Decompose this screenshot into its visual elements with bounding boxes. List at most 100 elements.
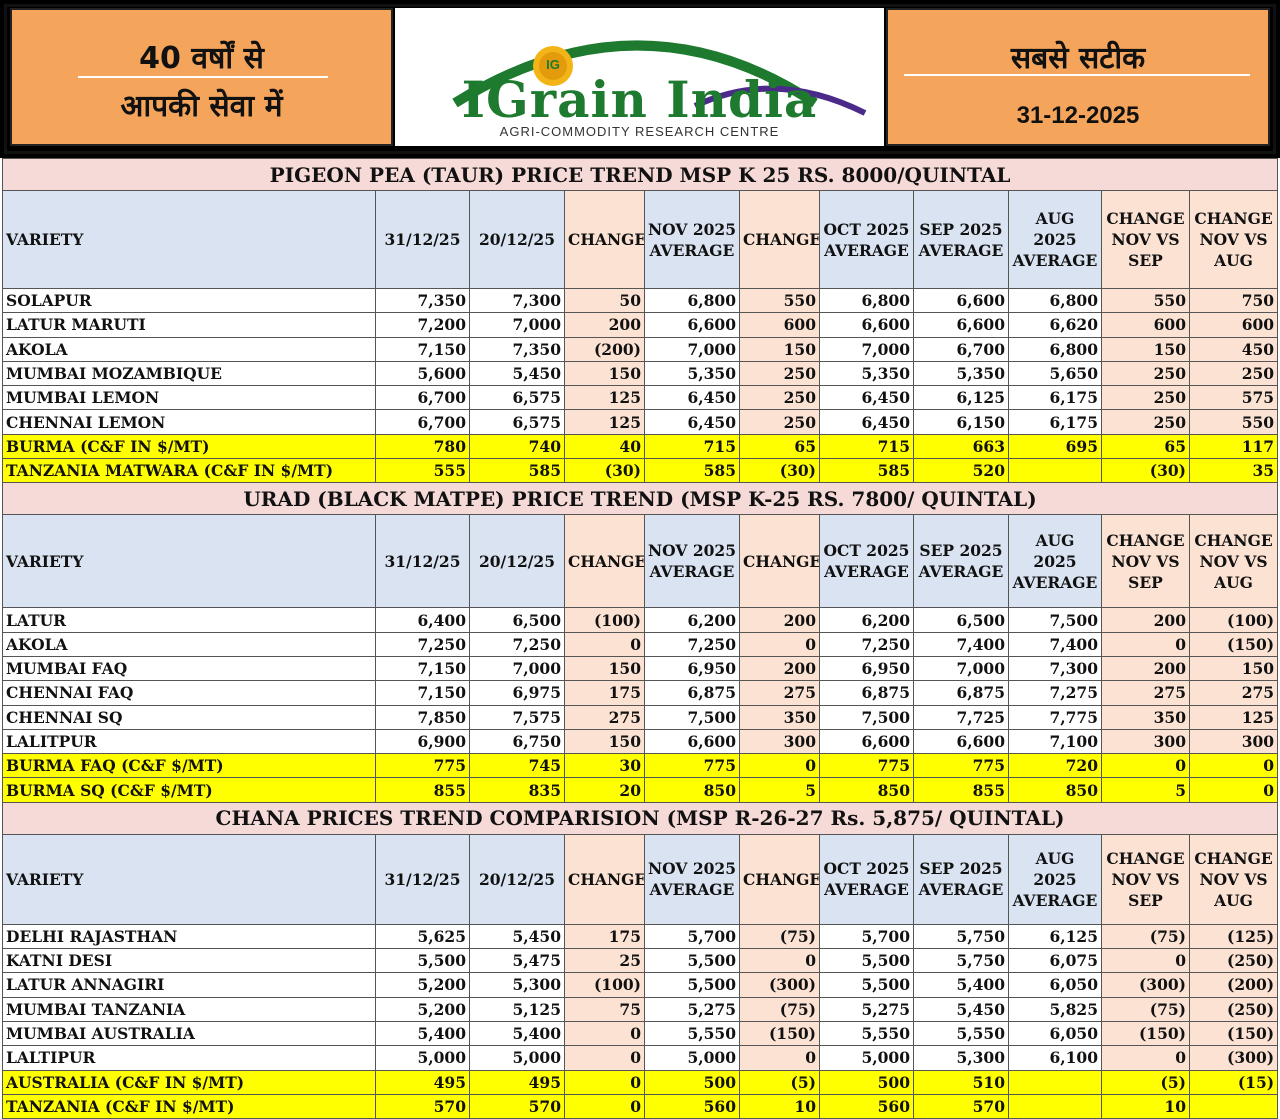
section-title-row: CHANA PRICES TREND COMPARISION (MSP R-26…: [1, 801, 1279, 835]
change-cell: 125: [564, 385, 645, 411]
price-cell: 5,350: [819, 360, 914, 387]
change-cell: 0: [739, 1045, 820, 1071]
price-cell: 6,800: [644, 287, 740, 314]
price-cell: 6,175: [1008, 385, 1102, 411]
change-cell: 300: [739, 728, 820, 755]
change-cell: (5): [739, 1069, 820, 1095]
variety-cell: LALTIPUR: [2, 1045, 376, 1071]
variety-cell: KATNI DESI: [2, 948, 376, 974]
change-cell: 200: [739, 607, 820, 633]
change-cell: 600: [739, 312, 820, 338]
variety-cell: LATUR ANNAGIRI: [2, 972, 376, 998]
price-cell: 6,875: [819, 680, 914, 706]
price-cell: 850: [1008, 777, 1102, 803]
change-cell: 250: [739, 360, 820, 387]
change-cell: 600: [1101, 312, 1190, 338]
price-cell: 6,450: [819, 409, 914, 435]
change-cell: 0: [1101, 753, 1190, 779]
price-trend-table: PIGEON PEA (TAUR) PRICE TREND MSP K 25 R…: [1, 158, 1279, 1119]
change-cell: 300: [1101, 728, 1190, 755]
change-cell: 10: [739, 1093, 820, 1119]
price-cell: 5,000: [375, 1045, 470, 1071]
column-header-row: VARIETY 31/12/25 20/12/25 CHANGE NOV 2025 AV…: [2, 833, 1279, 925]
change-cell: (75): [739, 996, 820, 1022]
column-header: 31/12/25: [375, 514, 470, 609]
price-cell: 6,500: [469, 607, 565, 633]
price-cell: 7,350: [469, 336, 565, 362]
price-cell: 7,250: [819, 631, 914, 657]
price-cell: 7,500: [819, 704, 914, 730]
price-cell: 6,050: [1008, 1020, 1102, 1047]
variety-cell: MUMBAI LEMON: [2, 385, 376, 411]
price-cell: 5,600: [375, 360, 470, 387]
price-cell: 5,000: [469, 1045, 565, 1071]
table-row: CHENNAI LEMON 6,700 6,575 125 6,450 250 6,450 6…: [2, 409, 1279, 435]
column-header: 20/12/25: [469, 190, 565, 289]
price-cell: 6,600: [644, 312, 740, 338]
price-cell: 570: [469, 1093, 565, 1119]
variety-cell: AKOLA: [2, 631, 376, 657]
price-cell: 5,750: [913, 923, 1009, 950]
change-cell: 275: [564, 704, 645, 730]
column-header: NOV 2025 AVERAGE: [644, 833, 740, 925]
change-cell: 200: [1101, 655, 1190, 682]
price-cell: 6,900: [375, 728, 470, 755]
column-header: CHANGE NOV VS AUG: [1188, 190, 1279, 289]
change-cell: 200: [1101, 607, 1190, 633]
price-cell: 715: [819, 433, 914, 460]
price-cell: 5,400: [913, 972, 1009, 998]
variety-cell: MUMBAI FAQ: [2, 655, 376, 682]
table-row: LATUR 6,400 6,500 (100) 6,200 200 6,200 6,500 7,…: [2, 607, 1279, 633]
column-header: SEP 2025 AVERAGE: [913, 190, 1009, 289]
change-cell: (300): [1101, 972, 1190, 998]
change-cell: 150: [1188, 655, 1279, 682]
price-cell: 6,200: [644, 607, 740, 633]
price-cell: 6,400: [375, 607, 470, 633]
change-cell: 5: [739, 777, 820, 803]
table-row: AKOLA 7,250 7,250 0 7,250 0 7,250 7,400 7,400 0 (1…: [2, 631, 1279, 657]
change-cell: 125: [564, 409, 645, 435]
change-cell: (75): [1101, 923, 1190, 950]
change-cell: 300: [1188, 728, 1279, 755]
price-cell: 6,600: [819, 312, 914, 338]
price-cell: 7,200: [375, 312, 470, 338]
change-cell: (75): [739, 923, 820, 950]
price-cell: 6,875: [913, 680, 1009, 706]
change-cell: (250): [1188, 948, 1279, 974]
change-cell: (125): [1188, 923, 1279, 950]
column-header: CHANGE NOV VS AUG: [1188, 514, 1279, 609]
column-header: AUG 2025 AVERAGE: [1008, 190, 1102, 289]
price-cell: 560: [644, 1093, 740, 1119]
column-header: CHANGE NOV VS SEP: [1101, 514, 1190, 609]
variety-cell: TANZANIA (C&F IN $/MT): [2, 1093, 376, 1119]
change-cell: 0: [739, 753, 820, 779]
price-cell: 7,000: [819, 336, 914, 362]
price-cell: 5,400: [375, 1020, 470, 1047]
column-header-row: VARIETY 31/12/25 20/12/25 CHANGE NOV 2025 AV…: [2, 190, 1279, 289]
price-cell: 6,700: [375, 409, 470, 435]
change-cell: 250: [1188, 360, 1279, 387]
column-header: VARIETY: [2, 514, 376, 609]
column-header: NOV 2025 AVERAGE: [644, 514, 740, 609]
price-cell: 775: [375, 753, 470, 779]
logo-badge: IG: [546, 57, 560, 72]
price-cell: 6,075: [1008, 948, 1102, 974]
variety-cell: LALITPUR: [2, 728, 376, 755]
column-header: CHANGE: [739, 833, 820, 925]
change-cell: 0: [1188, 777, 1279, 803]
change-cell: 600: [1188, 312, 1279, 338]
change-cell: 0: [1101, 1045, 1190, 1071]
price-cell: 745: [469, 753, 565, 779]
tagline-line-2: आपकी सेवा में: [120, 89, 283, 124]
price-cell: 7,850: [375, 704, 470, 730]
table-row: LALTIPUR 5,000 5,000 0 5,000 0 5,000 5,300 6,100…: [2, 1045, 1279, 1071]
price-cell: 5,550: [913, 1020, 1009, 1047]
price-cell: 6,620: [1008, 312, 1102, 338]
change-cell: 65: [1101, 433, 1190, 460]
price-cell: 835: [469, 777, 565, 803]
change-cell: 0: [564, 1045, 645, 1071]
column-header: 20/12/25: [469, 514, 565, 609]
price-cell: 500: [644, 1069, 740, 1095]
price-cell: 7,150: [375, 336, 470, 362]
column-header: CHANGE NOV VS SEP: [1101, 190, 1190, 289]
